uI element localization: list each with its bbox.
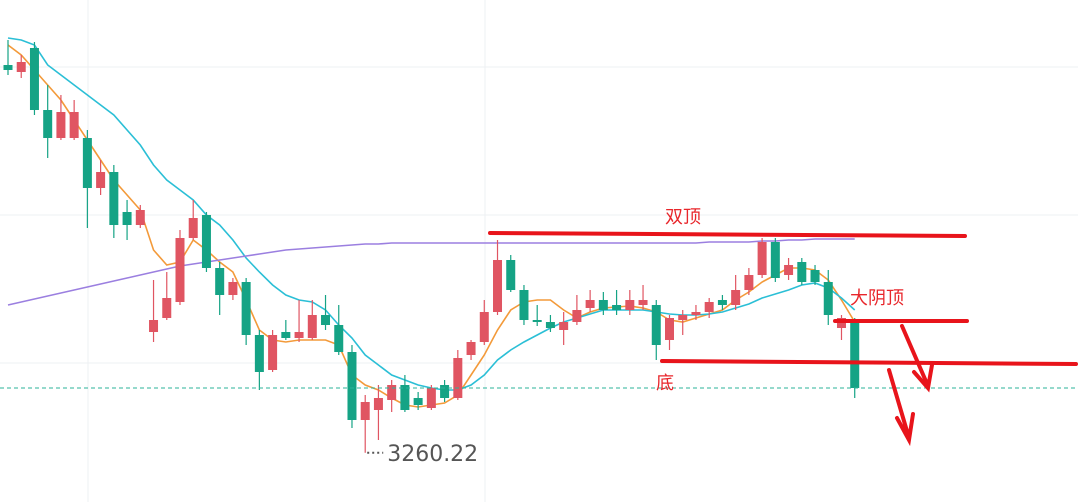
candle-body bbox=[810, 270, 820, 282]
low-label: 3260.22 bbox=[387, 442, 478, 467]
moving-average-line bbox=[7, 44, 856, 408]
candle-body bbox=[426, 388, 436, 408]
candle-body bbox=[651, 305, 661, 345]
candle-body bbox=[559, 322, 569, 330]
candle-body bbox=[215, 268, 225, 295]
candle-body bbox=[268, 335, 278, 370]
candle-body bbox=[109, 172, 119, 225]
candle-body bbox=[254, 335, 264, 372]
candle-body bbox=[493, 260, 503, 312]
candle-body bbox=[797, 262, 807, 282]
moving-average-line bbox=[7, 238, 855, 306]
candle-body bbox=[691, 312, 701, 315]
candle-body bbox=[360, 402, 370, 420]
candle-body bbox=[149, 320, 159, 332]
candle-body bbox=[466, 342, 476, 355]
candle-body bbox=[82, 138, 92, 188]
candle-body bbox=[307, 315, 317, 338]
candle-body bbox=[665, 318, 674, 340]
candle-body bbox=[400, 385, 410, 410]
plot: 3260.22 bbox=[0, 37, 1078, 467]
candle-body bbox=[241, 282, 251, 335]
candle-body bbox=[29, 48, 39, 110]
candle-body bbox=[744, 275, 754, 290]
candle-body bbox=[387, 385, 397, 400]
candle-body bbox=[294, 332, 304, 338]
candle-body bbox=[135, 210, 145, 225]
candle-body bbox=[850, 320, 860, 388]
annotation: 大阴顶 bbox=[850, 288, 904, 309]
annotation-lines bbox=[488, 231, 1078, 447]
annotation: 底 bbox=[656, 373, 674, 394]
candle-body bbox=[519, 290, 529, 320]
arrow bbox=[887, 368, 915, 447]
candle-body bbox=[625, 300, 635, 310]
candle-body bbox=[823, 282, 833, 315]
candle-body bbox=[532, 320, 542, 322]
candle-body bbox=[572, 310, 582, 322]
candle-body bbox=[479, 312, 489, 342]
arrow bbox=[900, 324, 934, 393]
candle-body bbox=[638, 300, 648, 305]
candle-body bbox=[162, 298, 172, 318]
candle-body bbox=[56, 112, 66, 138]
candle-body bbox=[228, 282, 238, 295]
candle-body bbox=[585, 300, 595, 308]
moving-average-line bbox=[7, 37, 856, 391]
candle-body bbox=[440, 385, 450, 398]
candle-body bbox=[545, 322, 555, 328]
candle-body bbox=[373, 398, 383, 410]
candle-body bbox=[612, 305, 622, 310]
candle-body bbox=[201, 215, 211, 268]
candle-body bbox=[717, 300, 727, 305]
candle-body bbox=[757, 242, 767, 275]
candle-body bbox=[506, 260, 516, 290]
candle-body bbox=[334, 325, 344, 352]
candle-body bbox=[413, 398, 423, 405]
candle-body bbox=[96, 172, 106, 188]
candle-body bbox=[122, 212, 132, 225]
candle-body bbox=[731, 290, 741, 305]
double-top-line bbox=[488, 231, 967, 238]
candle-body bbox=[770, 242, 780, 278]
candle-body bbox=[678, 315, 688, 320]
candle-body bbox=[3, 65, 13, 70]
candle-body bbox=[281, 332, 291, 338]
candle-body bbox=[784, 265, 794, 275]
annotation: 双顶 bbox=[665, 207, 701, 228]
candle-body bbox=[453, 358, 463, 398]
candle-body bbox=[598, 300, 608, 310]
candle-body bbox=[347, 352, 357, 420]
candle-body bbox=[704, 302, 714, 312]
candle-body bbox=[188, 218, 198, 238]
bottom-line bbox=[660, 359, 1078, 366]
candle-body bbox=[16, 62, 26, 72]
candle-body bbox=[69, 112, 79, 138]
candle-body bbox=[43, 110, 53, 138]
candle-body bbox=[175, 238, 185, 302]
candle-body bbox=[321, 315, 331, 325]
